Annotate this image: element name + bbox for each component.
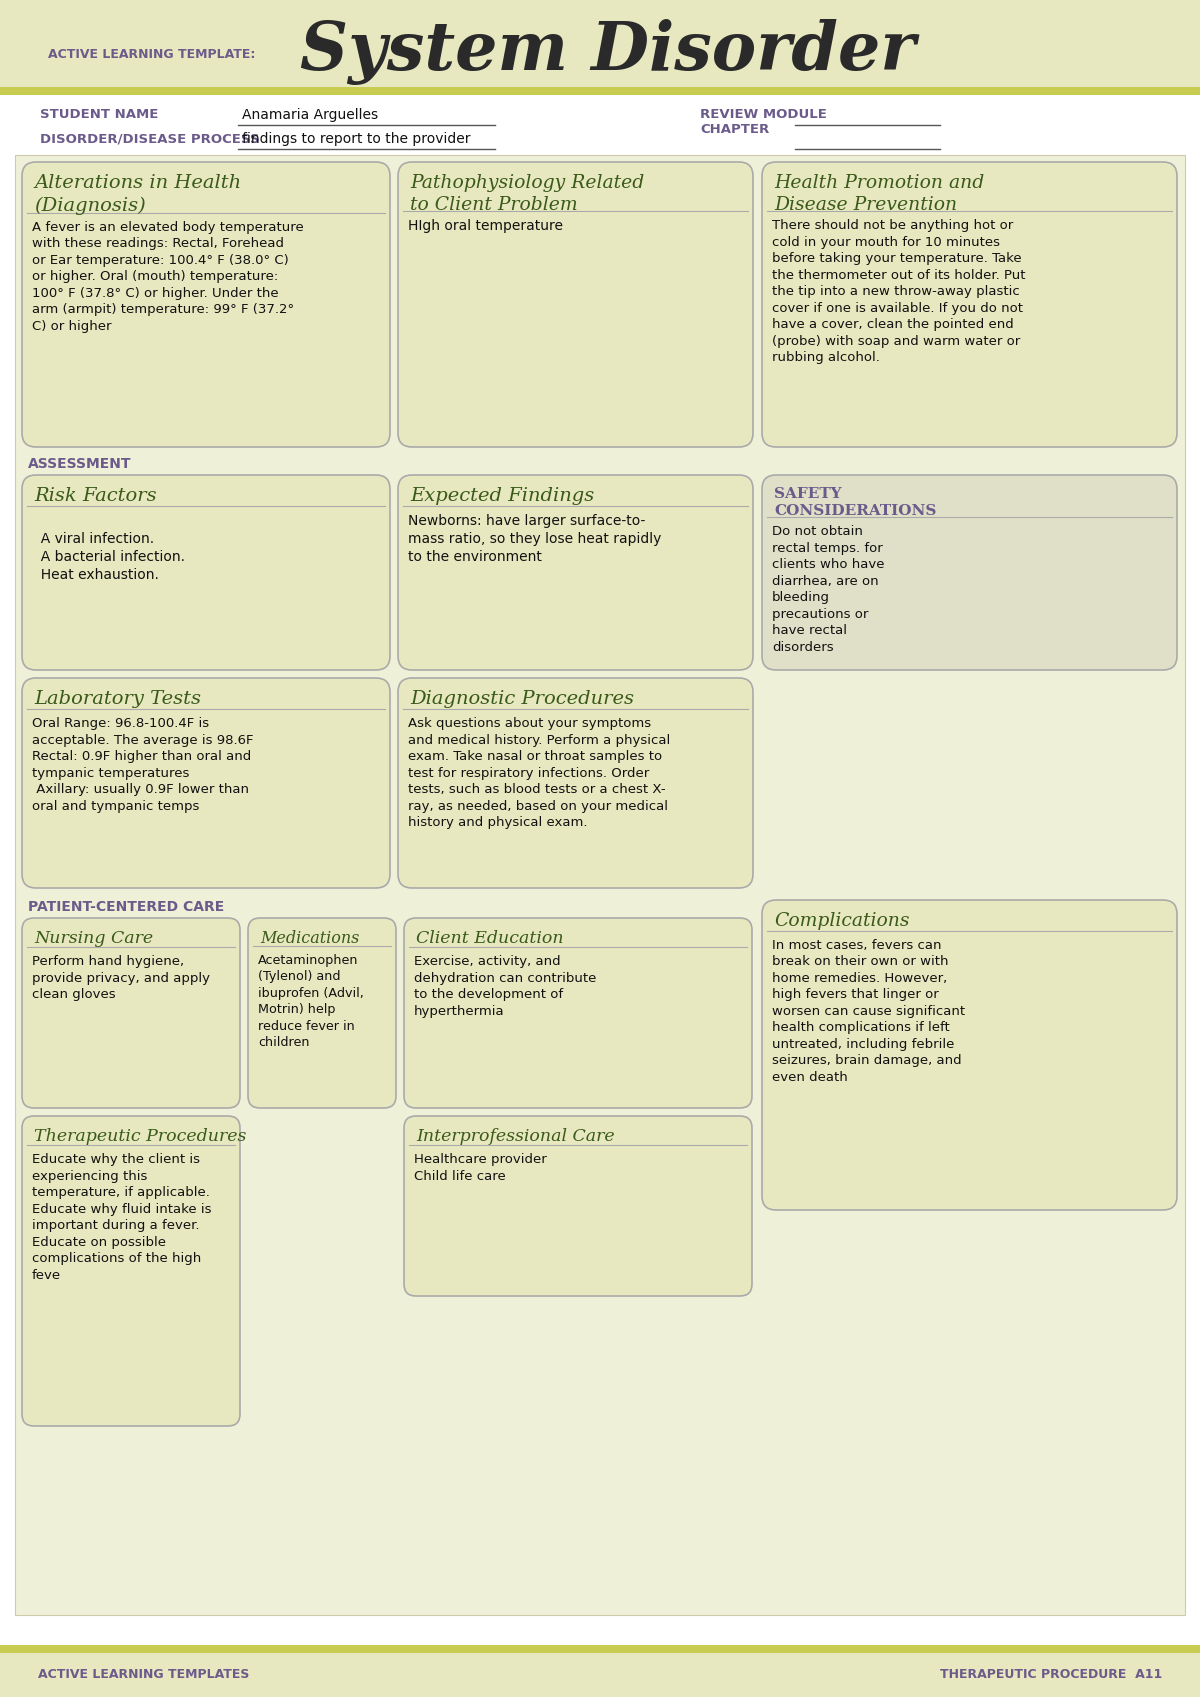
FancyBboxPatch shape [762,899,1177,1210]
Text: A fever is an elevated body temperature
with these readings: Rectal, Forehead
or: A fever is an elevated body temperature … [32,221,304,333]
Text: Perform hand hygiene,
provide privacy, and apply
clean gloves: Perform hand hygiene, provide privacy, a… [32,955,210,1001]
Text: Pathophysiology Related
to Client Problem: Pathophysiology Related to Client Proble… [410,175,644,214]
Text: Diagnostic Procedures: Diagnostic Procedures [410,691,634,708]
Text: Newborns: have larger surface-to-
mass ratio, so they lose heat rapidly
to the e: Newborns: have larger surface-to- mass r… [408,514,661,563]
Text: SAFETY
CONSIDERATIONS: SAFETY CONSIDERATIONS [774,487,936,518]
Bar [0,1644,1200,1653]
Text: ASSESSMENT: ASSESSMENT [28,456,132,472]
Text: HIgh oral temperature: HIgh oral temperature [408,219,563,232]
Text: Do not obtain
rectal temps. for
clients who have
diarrhea, are on
bleeding
preca: Do not obtain rectal temps. for clients … [772,526,884,653]
Bar [14,154,1186,1616]
Text: DISORDER/DISEASE PROCESS: DISORDER/DISEASE PROCESS [40,132,259,144]
Text: Interprofessional Care: Interprofessional Care [416,1129,614,1145]
Text: A viral infection.
  A bacterial infection.
  Heat exhaustion.: A viral infection. A bacterial infection… [32,514,185,582]
Text: Health Promotion and
Disease Prevention: Health Promotion and Disease Prevention [774,175,984,214]
Text: ACTIVE LEARNING TEMPLATES: ACTIVE LEARNING TEMPLATES [38,1668,250,1682]
Bar [0,87,1200,95]
FancyBboxPatch shape [762,475,1177,670]
Text: ACTIVE LEARNING TEMPLATE:: ACTIVE LEARNING TEMPLATE: [48,49,256,61]
Text: Alterations in Health
(Diagnosis): Alterations in Health (Diagnosis) [34,175,241,214]
Text: Nursing Care: Nursing Care [34,930,154,947]
Text: Medications: Medications [260,930,359,947]
Bar [0,0,1200,90]
FancyBboxPatch shape [22,679,390,888]
Text: Complications: Complications [774,911,910,930]
Text: Acetaminophen
(Tylenol) and
ibuprofen (Advil,
Motrin) help
reduce fever in
child: Acetaminophen (Tylenol) and ibuprofen (A… [258,954,364,1049]
Text: Healthcare provider
Child life care: Healthcare provider Child life care [414,1154,547,1183]
Text: Ask questions about your symptoms
and medical history. Perform a physical
exam. : Ask questions about your symptoms and me… [408,718,671,830]
Text: Risk Factors: Risk Factors [34,487,157,506]
Bar [0,1653,1200,1697]
FancyBboxPatch shape [22,475,390,670]
Text: STUDENT NAME: STUDENT NAME [40,109,158,120]
Text: REVIEW MODULE
CHAPTER: REVIEW MODULE CHAPTER [700,109,827,136]
Text: Educate why the client is
experiencing this
temperature, if applicable.
Educate : Educate why the client is experiencing t… [32,1154,211,1281]
FancyBboxPatch shape [22,161,390,446]
Text: Laboratory Tests: Laboratory Tests [34,691,202,708]
FancyBboxPatch shape [404,918,752,1108]
Text: There should not be anything hot or
cold in your mouth for 10 minutes
before tak: There should not be anything hot or cold… [772,219,1026,365]
Text: In most cases, fevers can
break on their own or with
home remedies. However,
hig: In most cases, fevers can break on their… [772,938,965,1084]
Text: Exercise, activity, and
dehydration can contribute
to the development of
hyperth: Exercise, activity, and dehydration can … [414,955,596,1018]
Text: PATIENT-CENTERED CARE: PATIENT-CENTERED CARE [28,899,224,915]
Text: THERAPEUTIC PROCEDURE  A11: THERAPEUTIC PROCEDURE A11 [940,1668,1162,1682]
Text: findings to report to the provider: findings to report to the provider [242,132,470,146]
FancyBboxPatch shape [22,1117,240,1425]
Text: Client Education: Client Education [416,930,564,947]
FancyBboxPatch shape [22,918,240,1108]
FancyBboxPatch shape [398,679,754,888]
Text: System Disorder: System Disorder [300,19,916,85]
Text: Therapeutic Procedures: Therapeutic Procedures [34,1129,246,1145]
Text: Oral Range: 96.8-100.4F is
acceptable. The average is 98.6F
Rectal: 0.9F higher : Oral Range: 96.8-100.4F is acceptable. T… [32,718,253,813]
FancyBboxPatch shape [398,475,754,670]
FancyBboxPatch shape [762,161,1177,446]
Text: Anamaria Arguelles: Anamaria Arguelles [242,109,378,122]
Text: Expected Findings: Expected Findings [410,487,594,506]
FancyBboxPatch shape [248,918,396,1108]
FancyBboxPatch shape [404,1117,752,1297]
FancyBboxPatch shape [398,161,754,446]
